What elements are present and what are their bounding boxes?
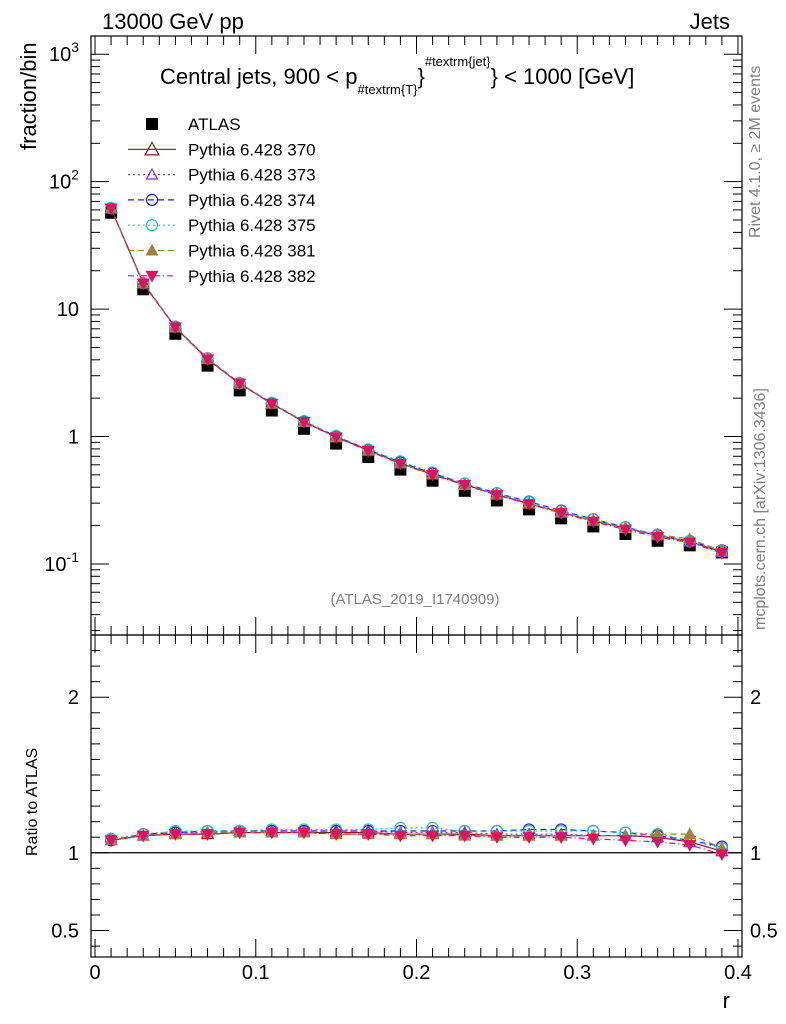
energy-label: 13000 GeV pp [102,9,244,34]
series-point [683,537,697,550]
legend-label: Pythia 6.428 381 [188,242,316,261]
series-point [522,499,536,511]
series-point [651,532,665,544]
ratio-point [426,830,440,843]
series-point [297,417,311,429]
series-point [393,458,407,471]
y-tick-label: 10-1 [44,549,79,576]
ratio-tick-label: 0.5 [51,921,79,943]
ratio-point [490,832,504,844]
series-point [136,278,150,291]
ratio-line [111,830,723,852]
y-axis-label: fraction/bin [16,42,41,150]
legend-marker [145,270,159,283]
ratio-point [104,835,118,848]
ratio-tick-label-right: 2 [750,687,761,709]
ratio-line [111,831,723,855]
rivet-label: Rivet 4.1.0, ≥ 2M events [747,66,764,238]
ratio-point [265,827,279,840]
ratio-tick-label-right: 0.5 [750,921,778,943]
series-point [458,480,472,492]
legend-label: Pythia 6.428 374 [188,191,316,210]
x-tick-label: 0.2 [403,962,431,984]
ratio-tick-label-right: 1 [750,843,761,865]
legend-marker [145,193,159,206]
legend-label: Pythia 6.428 382 [188,267,316,286]
plot-title: Central jets, 900 < p#textrm{T}}#textrm{… [160,54,634,97]
series-point [233,378,247,391]
ratio-point [201,829,215,841]
y-tick-label: 1 [68,427,79,449]
ratio-axis-label: Ratio to ATLAS [24,748,41,856]
series-point [361,445,375,458]
legend-label: ATLAS [188,115,241,134]
series-point [715,548,729,560]
ratio-point [361,829,375,841]
series-line [110,208,723,552]
ratio-panel: 0 0.1 0.2 0.3 0.4 0.5 0.5 1 1 2 2 [51,634,778,984]
series-point [490,490,504,502]
ratio-frame [90,634,743,958]
ratio-point [715,849,729,862]
series-point [168,322,182,335]
series-point [104,203,118,216]
main-panel: 10-1 1 10 102 103 [44,35,743,636]
ratio-point [297,827,311,840]
y-tick-label: 102 [49,167,79,194]
ratio-point [586,833,600,846]
x-tick-label: 0.4 [724,962,752,984]
y-tick-label: 10 [57,299,79,321]
title-sup: #textrm{jet} [425,54,491,69]
ratio-tick-label: 2 [68,687,79,709]
series-point [426,469,440,482]
ratio-point [168,829,182,841]
legend-marker [145,219,159,232]
legend-label: Pythia 6.428 375 [188,216,316,235]
series-point [265,398,279,411]
ratio-point [651,836,665,849]
x-tick-label: 0.1 [242,962,270,984]
title-brace: } [417,64,424,89]
series-line [110,208,723,554]
legend-label: Pythia 6.428 370 [188,140,316,159]
title-pre: Central jets, 900 < p [160,64,358,89]
legend-marker [143,141,161,156]
ratio-point [393,830,407,843]
analysis-label: (ATLAS_2019_I1740909) [330,591,499,608]
ratio-point [233,827,247,840]
jets-label: Jets [690,9,730,34]
ratio-line [111,831,723,849]
ratio-line [111,827,723,849]
mcplots-label: mcplots.cern.ch [arXiv:1306.3436] [752,388,769,630]
series-point [201,354,215,367]
ratio-point [554,832,568,844]
legend-marker [145,243,159,256]
series-point [329,432,343,445]
series-point [586,516,600,529]
series-point [554,508,568,520]
x-tick-label: 0 [89,962,100,984]
y-tick-label: 103 [49,39,79,66]
ratio-point [618,835,632,848]
title-sub: #textrm{T} [358,82,419,97]
legend-label: Pythia 6.428 373 [188,166,316,185]
legend: ATLAS Pythia 6.428 370 Pythia 6.428 373 Pyt… [128,115,316,286]
series-point [618,524,632,537]
ratio-point [683,827,697,840]
x-axis-label: r [723,988,730,1013]
legend-marker [146,118,158,130]
title-post: } < 1000 [GeV] [491,64,635,89]
x-tick-label: 0.3 [563,962,591,984]
legend-marker [145,167,159,180]
ratio-point [136,830,150,843]
ratio-point [522,832,536,844]
ratio-point [458,830,472,843]
ratio-point [329,829,343,841]
ratio-tick-label: 1 [68,843,79,865]
ratio-point [683,839,697,852]
